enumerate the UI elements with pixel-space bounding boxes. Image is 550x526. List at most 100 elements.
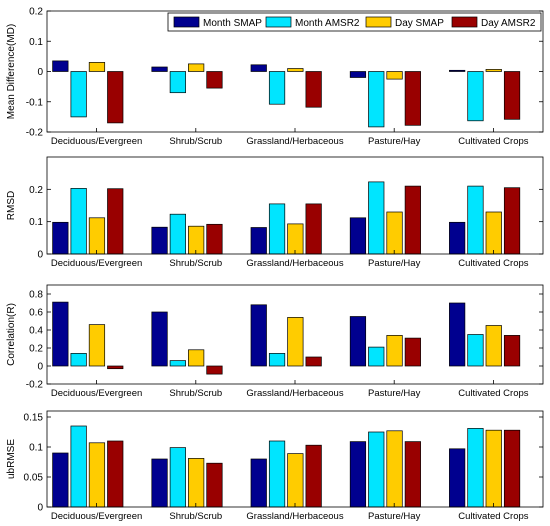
bar-4-3-1: [88, 442, 106, 508]
legend-swatch: [451, 16, 478, 28]
bar-1-2-1: [70, 71, 87, 118]
bar-3-3-4: [386, 335, 403, 367]
bar-2-2-4: [368, 181, 385, 255]
bar-2-3-5: [485, 211, 502, 255]
bar-2-3-2: [188, 225, 205, 255]
y-tick-label: 0.2: [29, 344, 43, 355]
y-tick-label: 0.05: [24, 473, 44, 484]
bar-3-4-2: [206, 365, 223, 375]
x-tick-label: Grassland/Herbaceous: [246, 136, 343, 147]
bar-2-1-1: [52, 221, 69, 255]
bar-2-2-5: [467, 185, 484, 255]
bar-4-3-3: [287, 453, 304, 508]
bar-1-1-3: [250, 64, 267, 72]
legend-swatch: [265, 16, 292, 28]
bar-3-3-3: [287, 317, 304, 367]
legend-swatch: [173, 16, 200, 28]
y-tick-label: -0.2: [26, 128, 44, 139]
x-tick-label: Grassland/Herbaceous: [246, 388, 343, 399]
x-tick-label: Shrub/Scrub: [169, 258, 222, 269]
x-tick-label: Cultivated Crops: [458, 388, 528, 399]
bar-3-1-4: [349, 316, 367, 367]
bar-3-3-5: [485, 325, 502, 367]
bar-1-4-5: [503, 71, 521, 120]
bar-2-1-2: [151, 226, 168, 255]
x-tick-label: Shrub/Scrub: [169, 388, 222, 399]
bar-4-3-4: [386, 430, 403, 508]
legend-label: Month SMAP: [203, 18, 262, 29]
bar-4-2-3: [268, 440, 286, 508]
x-tick-label: Deciduous/Evergreen: [51, 258, 142, 269]
y-tick-label: 0.6: [29, 308, 43, 319]
y-tick-label: 0.8: [29, 290, 43, 301]
bar-3-2-4: [368, 346, 385, 367]
bar-1-3-3: [287, 68, 304, 72]
bar-3-2-3: [268, 353, 286, 367]
bar-4-2-5: [467, 428, 484, 508]
bar-4-3-5: [485, 429, 502, 508]
x-tick-label: Cultivated Crops: [458, 511, 528, 522]
bar-2-4-4: [404, 185, 421, 255]
y-tick-label: 0: [37, 250, 43, 261]
bar-4-1-1: [52, 452, 69, 508]
y-tick-label: 0.2: [29, 185, 43, 196]
bar-3-1-2: [151, 311, 168, 367]
bar-2-3-3: [287, 223, 304, 255]
bar-4-1-4: [349, 441, 367, 508]
bar-1-2-3: [268, 71, 286, 105]
bar-3-4-4: [404, 337, 421, 367]
y-tick-label: 0.1: [29, 443, 43, 454]
y-tick-label: 0.1: [29, 37, 43, 48]
bar-2-4-5: [503, 187, 521, 255]
x-tick-label: Deciduous/Evergreen: [51, 388, 142, 399]
x-tick-label: Pasture/Hay: [368, 388, 421, 399]
x-tick-label: Cultivated Crops: [458, 136, 528, 147]
x-tick-label: Grassland/Herbaceous: [246, 511, 343, 522]
panel-2: 0 0.1 0.2 Deciduous/Evergreen Shrub/Scrub Gra…: [6, 156, 544, 269]
bar-4-4-5: [503, 429, 521, 508]
y-tick-label: 0: [37, 67, 43, 78]
bar-4-2-1: [70, 425, 87, 508]
bar-4-4-1: [107, 440, 124, 508]
legend-swatch: [365, 16, 392, 28]
legend-label: Day AMSR2: [481, 18, 536, 29]
bar-2-4-3: [305, 203, 322, 255]
bar-2-4-2: [206, 223, 223, 255]
bar-1-1-2: [151, 66, 168, 72]
bar-3-1-3: [250, 304, 267, 367]
y-tick-label: 0: [37, 503, 43, 514]
bar-2-4-1: [107, 188, 124, 255]
y-axis-label: Correlation(R): [6, 303, 17, 366]
bar-1-1-5: [449, 69, 466, 72]
bar-3-4-1: [107, 365, 124, 370]
y-axis-label: Mean Difference(MD): [6, 24, 17, 119]
bar-1-3-2: [188, 63, 205, 72]
bar-2-1-5: [449, 221, 466, 255]
x-tick-label: Pasture/Hay: [368, 136, 421, 147]
y-tick-label: 0.4: [29, 326, 43, 337]
bar-1-2-4: [368, 71, 385, 128]
x-tick-label: Shrub/Scrub: [169, 511, 222, 522]
bar-2-3-1: [88, 217, 106, 255]
bar-3-1-1: [52, 301, 69, 367]
bar-1-4-4: [404, 71, 421, 126]
bar-2-2-1: [70, 188, 87, 255]
panel-3: -0.2 0 0.2 0.4 0.6 0.8 Deciduous/Evergreen Shru…: [6, 284, 544, 399]
bar-4-3-2: [188, 458, 205, 508]
y-tick-label: 0.2: [29, 7, 43, 18]
legend: Month SMAP Month AMSR2 Day SMAP Day AMSR2: [167, 12, 542, 32]
bar-4-1-2: [151, 458, 168, 508]
bar-1-3-1: [88, 62, 106, 72]
bar-2-1-3: [250, 227, 267, 255]
bar-4-4-3: [305, 444, 322, 508]
y-tick-label: -0.1: [26, 97, 44, 108]
legend-box: [167, 12, 542, 32]
bar-1-4-3: [305, 71, 322, 108]
x-tick-label: Grassland/Herbaceous: [246, 258, 343, 269]
panel-1: -0.2 -0.1 0 0.1 0.2 Deciduous/Evergreen Shrub/…: [6, 7, 544, 147]
bar-1-3-4: [386, 71, 403, 80]
bar-3-3-2: [188, 349, 205, 367]
y-tick-label: 0: [37, 362, 43, 373]
bar-3-3-1: [88, 324, 106, 367]
bar-3-2-5: [467, 334, 484, 367]
